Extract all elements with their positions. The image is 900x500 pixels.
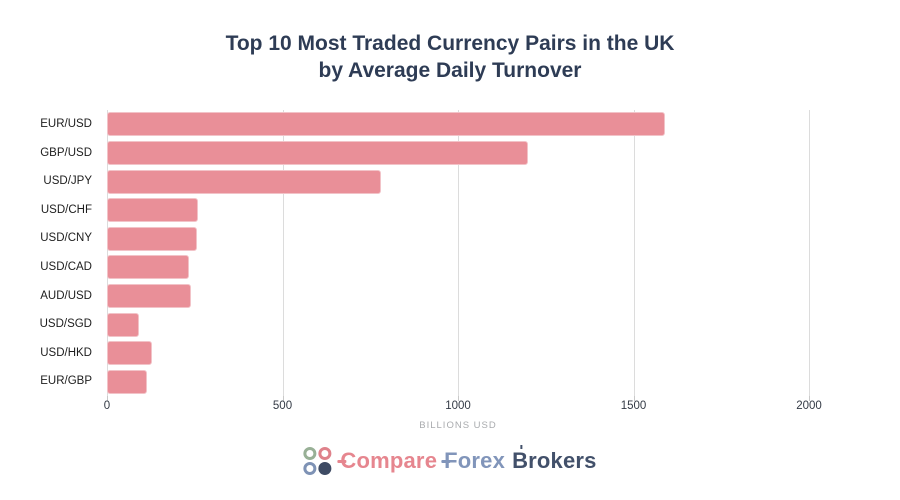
x-tick-label: 0 [103,400,111,412]
x-axis-tick [282,396,284,401]
y-tick-label: EUR/GBP [40,375,92,388]
y-tick-label: USD/HKD [40,346,92,359]
x-axis-tick [107,396,108,401]
bar-aud-usd [107,283,192,308]
x-tick-label: 2000 [796,400,822,412]
gridline [633,110,635,396]
bar-usd-jpy [107,169,381,194]
logo-word-brokers: Brokers [512,445,597,475]
y-tick-label: GBP/USD [40,146,92,159]
y-tick-label: USD/CNY [40,232,92,245]
bar-eur-gbp [107,369,148,394]
x-axis-title: BILLIONS USD [419,420,497,431]
y-tick-label: USD/CHF [40,203,92,216]
currency-stroke-decoration [520,445,523,449]
bar-usd-sgd [107,312,139,337]
y-tick-label: USD/CAD [40,261,92,273]
bar-usd-chf [107,198,199,223]
y-axis-labels: EUR/USD GBP/USD USD/JPY USD/CHF USD/CNY USD/C… [0,110,100,396]
bar-gbp-usd [107,140,529,165]
logo-circle-icon [303,462,317,475]
bar-usd-hkd [107,341,152,366]
x-axis-tick [633,396,635,401]
currency-stroke-decoration [337,460,347,463]
logo-circle-icon [318,447,332,460]
chart-title-line2: by Average Daily Turnover [318,59,582,82]
bar-usd-cny [107,226,197,251]
logo-word-compare: Compare [337,447,437,475]
brand-logo: Compare Forex Brokers [303,445,597,475]
gridline [282,110,284,396]
x-tick-label: 500 [272,400,293,412]
logo-circle-icon [318,462,332,475]
logo-word-forex: Forex [441,447,505,475]
currency-stroke-decoration [441,460,451,463]
x-axis-tick [458,396,459,401]
bar-usd-cad [107,255,190,280]
brand-logo-icon [303,447,332,475]
plot-area: 0 500 1000 1500 2000 BILLIONS USD [104,110,852,431]
chart-title-line1: Top 10 Most Traded Currency Pairs in the… [225,32,675,55]
gridline [458,110,459,396]
chart-title: Top 10 Most Traded Currency Pairs in the… [0,30,900,84]
x-tick-label: 1000 [445,400,471,412]
y-tick-label: USD/SGD [39,318,92,331]
gridline [107,110,108,396]
brand-logo-text: Compare Forex Brokers [337,445,597,475]
gridline [809,110,810,396]
y-tick-label: EUR/USD [40,118,92,130]
y-tick-label: AUD/USD [40,289,92,302]
y-tick-label: USD/JPY [43,175,92,188]
x-axis-tick [809,396,810,401]
x-tick-label: 1500 [620,400,647,412]
logo-circle-icon [303,447,317,460]
bar-eur-usd [107,112,666,137]
